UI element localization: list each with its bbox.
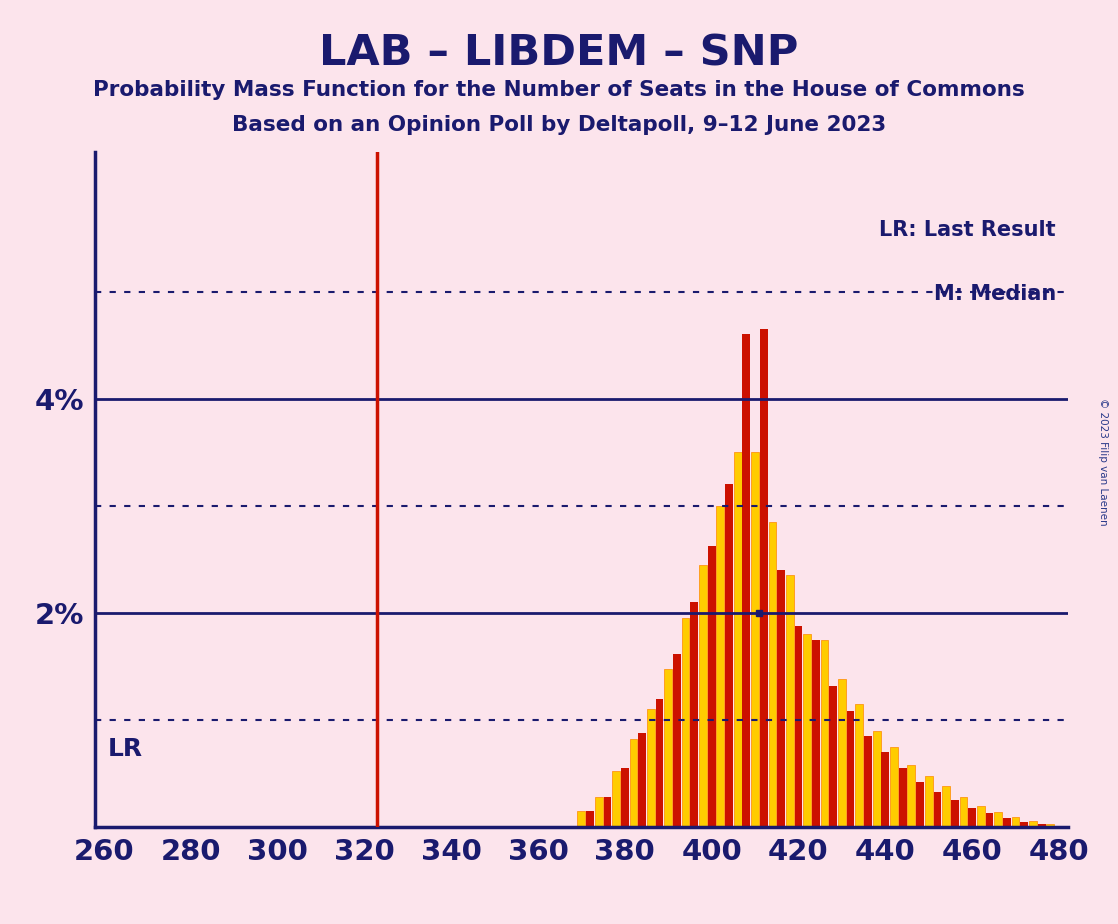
Bar bbox=[830, 686, 837, 827]
Text: LAB – LIBDEM – SNP: LAB – LIBDEM – SNP bbox=[320, 32, 798, 74]
Text: M: Median: M: Median bbox=[934, 284, 1057, 304]
Bar bbox=[821, 639, 828, 827]
Bar bbox=[1038, 824, 1045, 827]
Text: LR: Last Result: LR: Last Result bbox=[880, 220, 1057, 240]
Bar bbox=[803, 634, 811, 827]
Bar bbox=[890, 747, 898, 827]
Bar bbox=[812, 639, 819, 827]
Text: Probability Mass Function for the Number of Seats in the House of Commons: Probability Mass Function for the Number… bbox=[93, 80, 1025, 101]
Bar bbox=[873, 731, 881, 827]
Bar bbox=[994, 812, 1002, 827]
Bar bbox=[916, 782, 923, 827]
Bar bbox=[908, 765, 916, 827]
Bar bbox=[899, 768, 907, 827]
Bar bbox=[751, 452, 759, 827]
Bar bbox=[699, 565, 707, 827]
Text: © 2023 Filip van Laenen: © 2023 Filip van Laenen bbox=[1099, 398, 1108, 526]
Bar bbox=[733, 452, 741, 827]
Bar bbox=[1046, 824, 1054, 827]
Bar bbox=[708, 546, 716, 827]
Bar bbox=[638, 733, 646, 827]
Bar bbox=[673, 653, 681, 827]
Bar bbox=[795, 626, 803, 827]
Bar bbox=[647, 710, 655, 827]
Bar bbox=[1012, 818, 1020, 827]
Bar bbox=[620, 768, 628, 827]
Bar bbox=[977, 806, 985, 827]
Bar bbox=[604, 797, 612, 827]
Bar bbox=[595, 797, 603, 827]
Bar bbox=[777, 570, 785, 827]
Bar bbox=[881, 752, 889, 827]
Bar bbox=[934, 792, 941, 827]
Bar bbox=[968, 808, 976, 827]
Bar bbox=[942, 786, 950, 827]
Bar bbox=[951, 800, 959, 827]
Bar bbox=[629, 739, 637, 827]
Bar bbox=[655, 699, 663, 827]
Bar bbox=[1029, 821, 1036, 827]
Bar bbox=[786, 576, 794, 827]
Bar bbox=[726, 484, 733, 827]
Text: Based on an Opinion Poll by Deltapoll, 9–12 June 2023: Based on an Opinion Poll by Deltapoll, 9… bbox=[231, 115, 887, 135]
Bar bbox=[760, 329, 768, 827]
Bar bbox=[846, 711, 854, 827]
Bar bbox=[1021, 821, 1029, 827]
Bar bbox=[986, 813, 994, 827]
Bar bbox=[717, 505, 724, 827]
Bar bbox=[1003, 819, 1011, 827]
Bar bbox=[682, 618, 690, 827]
Bar bbox=[578, 811, 585, 827]
Bar bbox=[613, 772, 620, 827]
Text: LR: LR bbox=[108, 737, 143, 761]
Bar bbox=[768, 522, 776, 827]
Bar bbox=[864, 736, 872, 827]
Bar bbox=[838, 679, 846, 827]
Bar bbox=[1055, 826, 1063, 827]
Bar bbox=[925, 775, 932, 827]
Bar bbox=[855, 704, 863, 827]
Bar bbox=[664, 669, 672, 827]
Bar bbox=[959, 797, 967, 827]
Bar bbox=[690, 602, 698, 827]
Bar bbox=[586, 811, 594, 827]
Bar bbox=[742, 334, 750, 827]
